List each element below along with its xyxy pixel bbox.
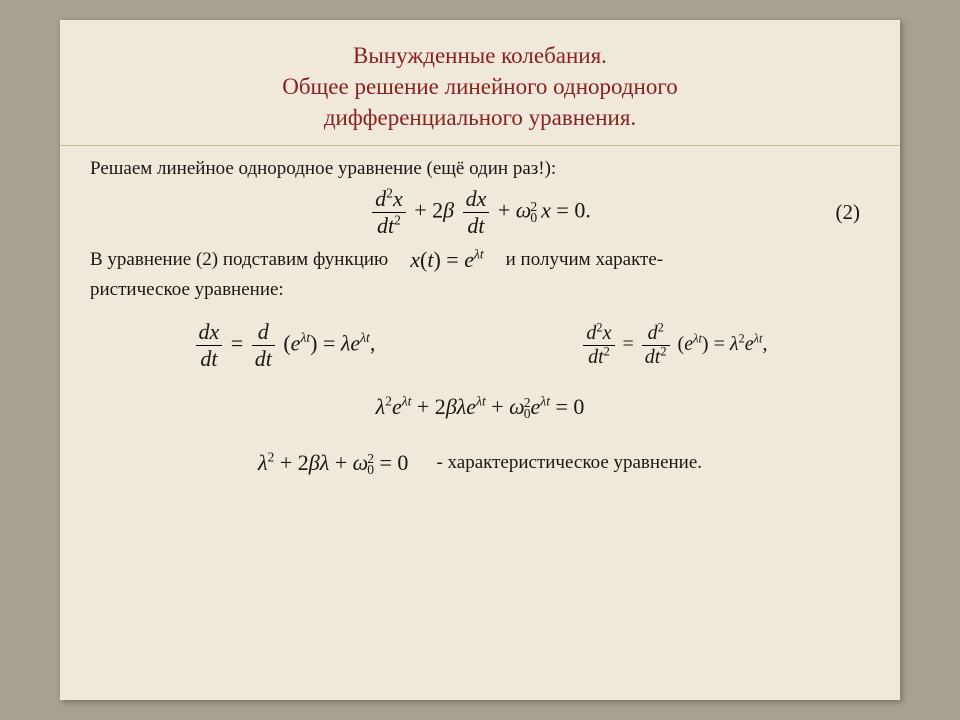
intro-text: Решаем линейное однородное уравнение (ещ… — [90, 158, 870, 180]
slide-content: Решаем линейное однородное уравнение (ещ… — [60, 146, 900, 496]
characteristic-label: - характеристическое уравнение. — [436, 452, 702, 474]
title-line-2: Общее решение линейного однородного — [282, 74, 677, 99]
substitution-line-1: В уравнение (2) подставим функцию x(t) =… — [90, 247, 870, 273]
characteristic-row: λ2 + 2βλ + ω20 = 0 - характеристическое … — [90, 450, 870, 476]
title-line-3: дифференциального уравнения. — [324, 105, 636, 130]
equation-number: (2) — [836, 200, 861, 225]
slide-container: Вынужденные колебания. Общее решение лин… — [60, 20, 900, 700]
subst-suffix: и получим характе- — [506, 249, 663, 271]
first-derivative: dxdt = ddt (eλt) = λeλt, — [193, 319, 376, 372]
ansatz-math: x(t) = eλt — [410, 247, 483, 273]
substitution-line-2: ристическое уравнение: — [90, 279, 870, 301]
characteristic-equation: λ2 + 2βλ + ω20 = 0 — [258, 450, 408, 476]
second-derivative: d2xdt2 = d2dt2 (eλt) = λ2eλt, — [580, 322, 767, 369]
equation-2: d2xdt2 + 2β dxdt + ω20x = 0. (2) — [90, 186, 870, 239]
substituted-equation: λ2eλt + 2βλeλt + ω20eλt = 0 — [90, 394, 870, 420]
derivatives-row: dxdt = ddt (eλt) = λeλt, d2xdt2 = d2dt2 … — [90, 319, 870, 372]
subst-prefix: В уравнение (2) подставим функцию — [90, 249, 388, 271]
slide-title: Вынужденные колебания. Общее решение лин… — [60, 20, 900, 146]
equation-2-math: d2xdt2 + 2β dxdt + ω20x = 0. — [369, 186, 591, 239]
title-line-1: Вынужденные колебания. — [353, 43, 607, 68]
